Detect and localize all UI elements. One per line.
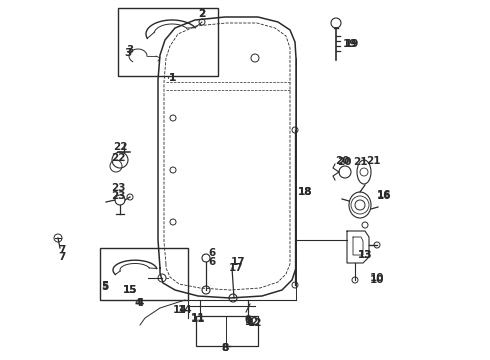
Text: 17: 17 — [231, 257, 245, 267]
Text: 21: 21 — [353, 157, 367, 167]
Text: 19: 19 — [345, 39, 359, 49]
Text: 9: 9 — [245, 315, 251, 325]
Text: 10: 10 — [370, 275, 384, 285]
Text: 5: 5 — [101, 282, 109, 292]
Text: 23: 23 — [111, 191, 125, 201]
Text: 8: 8 — [221, 343, 229, 353]
Text: 20: 20 — [335, 156, 349, 166]
Text: 13: 13 — [358, 250, 372, 260]
Text: 14: 14 — [178, 305, 192, 315]
Text: 18: 18 — [298, 187, 312, 197]
Text: 14: 14 — [172, 305, 187, 315]
Text: 15: 15 — [123, 285, 137, 295]
Text: 11: 11 — [191, 314, 205, 324]
Bar — [118, 8, 218, 76]
Text: 16: 16 — [377, 190, 391, 200]
Text: 7: 7 — [58, 245, 66, 255]
Text: 19: 19 — [343, 39, 357, 49]
Bar — [196, 316, 258, 346]
Ellipse shape — [349, 192, 371, 218]
Text: 6: 6 — [208, 248, 216, 258]
Text: 23: 23 — [111, 183, 125, 193]
Text: 2: 2 — [198, 9, 206, 19]
Text: 1: 1 — [169, 73, 175, 83]
Text: 15: 15 — [123, 285, 137, 295]
Text: 20: 20 — [337, 157, 351, 167]
Text: 4: 4 — [136, 298, 144, 308]
Text: 6: 6 — [208, 257, 216, 267]
Text: 3: 3 — [126, 45, 134, 55]
Text: 21: 21 — [366, 156, 380, 166]
Text: 5: 5 — [101, 281, 109, 291]
Text: 3: 3 — [124, 48, 132, 58]
Text: 2: 2 — [198, 9, 206, 19]
Text: 4: 4 — [134, 298, 142, 308]
Text: 9: 9 — [245, 317, 251, 327]
Text: 13: 13 — [358, 250, 372, 260]
Text: 22: 22 — [113, 142, 127, 152]
Text: 12: 12 — [248, 318, 262, 328]
Text: 12: 12 — [245, 317, 259, 327]
Text: 17: 17 — [229, 263, 244, 273]
Text: 18: 18 — [298, 187, 312, 197]
Bar — [100, 248, 188, 300]
Text: 8: 8 — [221, 343, 229, 353]
Text: 7: 7 — [58, 252, 66, 262]
Text: 11: 11 — [191, 313, 205, 323]
Text: 10: 10 — [370, 273, 384, 283]
Text: 22: 22 — [111, 153, 125, 163]
Text: 16: 16 — [377, 191, 391, 201]
Text: 1: 1 — [169, 73, 175, 83]
Ellipse shape — [357, 160, 371, 184]
